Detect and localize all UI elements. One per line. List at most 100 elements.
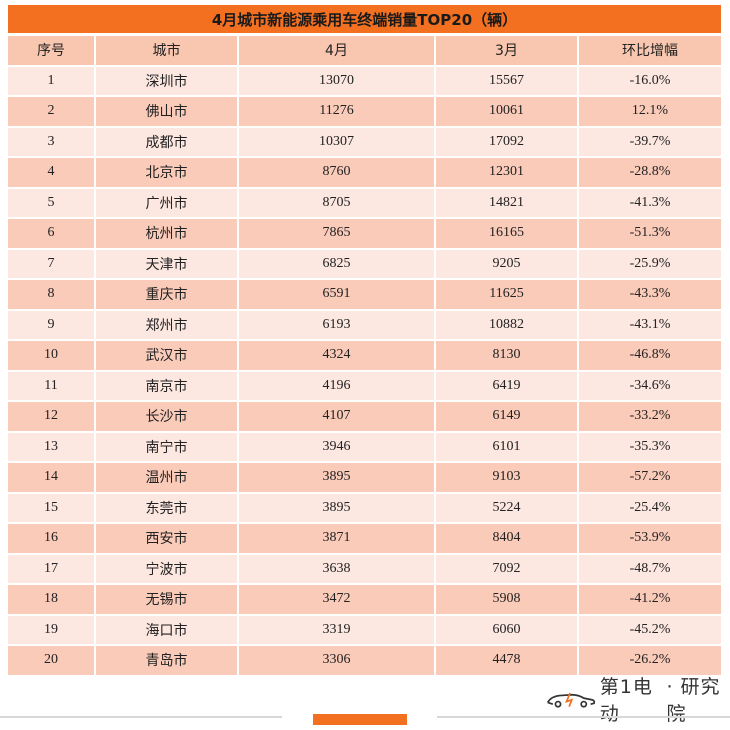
cell-march: 8404 <box>436 524 579 553</box>
cell-april: 6825 <box>239 249 436 278</box>
cell-city: 佛山市 <box>96 97 239 126</box>
cell-rank: 12 <box>8 402 96 431</box>
cell-city: 广州市 <box>96 188 239 217</box>
header-city: 城市 <box>96 36 239 65</box>
cell-city: 郑州市 <box>96 310 239 339</box>
cell-march: 16165 <box>436 219 579 248</box>
cell-rank: 11 <box>8 371 96 400</box>
cell-rank: 2 <box>8 97 96 126</box>
cell-march: 14821 <box>436 188 579 217</box>
header-march: 3月 <box>436 36 579 65</box>
logo-suffix: · 研究院 <box>666 676 721 725</box>
cell-april: 10307 <box>239 127 436 156</box>
cell-rank: 15 <box>8 493 96 522</box>
footer-divider-left <box>0 716 282 718</box>
brand-logo: 第1电动 · 研究院 <box>546 676 730 725</box>
cell-city: 东莞市 <box>96 493 239 522</box>
cell-march: 4478 <box>436 646 579 675</box>
cell-city: 温州市 <box>96 463 239 492</box>
table-row: 7 天津市 6825 9205 -25.9% <box>8 249 721 278</box>
cell-city: 南宁市 <box>96 432 239 461</box>
cell-city: 宁波市 <box>96 554 239 583</box>
cell-mom-change: -35.3% <box>579 432 721 461</box>
header-rank: 序号 <box>8 36 96 65</box>
cell-rank: 16 <box>8 524 96 553</box>
cell-mom-change: -34.6% <box>579 371 721 400</box>
cell-rank: 10 <box>8 341 96 370</box>
cell-april: 4196 <box>239 371 436 400</box>
cell-april: 3306 <box>239 646 436 675</box>
table-body: 1 深圳市 13070 15567 -16.0% 2 佛山市 11276 10061 12.1% 3… <box>8 66 721 675</box>
cell-city: 深圳市 <box>96 66 239 95</box>
cell-rank: 6 <box>8 219 96 248</box>
cell-mom-change: -41.2% <box>579 585 721 614</box>
table-row: 10 武汉市 4324 8130 -46.8% <box>8 341 721 370</box>
footer-divider-right <box>437 716 730 718</box>
cell-city: 北京市 <box>96 158 239 187</box>
cell-city: 南京市 <box>96 371 239 400</box>
cell-april: 6193 <box>239 310 436 339</box>
header-row: 序号 城市 4月 3月 环比增幅 <box>8 36 721 65</box>
cell-city: 武汉市 <box>96 341 239 370</box>
cell-april: 3871 <box>239 524 436 553</box>
cell-mom-change: -53.9% <box>579 524 721 553</box>
cell-mom-change: -57.2% <box>579 463 721 492</box>
cell-april: 3895 <box>239 463 436 492</box>
cell-mom-change: -33.2% <box>579 402 721 431</box>
cell-march: 10061 <box>436 97 579 126</box>
cell-mom-change: -43.1% <box>579 310 721 339</box>
cell-mom-change: -48.7% <box>579 554 721 583</box>
cell-rank: 3 <box>8 127 96 156</box>
table-row: 4 北京市 8760 12301 -28.8% <box>8 158 721 187</box>
cell-april: 6591 <box>239 280 436 309</box>
cell-march: 7092 <box>436 554 579 583</box>
cell-rank: 1 <box>8 66 96 95</box>
table-row: 13 南宁市 3946 6101 -35.3% <box>8 432 721 461</box>
cell-mom-change: -16.0% <box>579 66 721 95</box>
cell-april: 3319 <box>239 615 436 644</box>
table-row: 6 杭州市 7865 16165 -51.3% <box>8 219 721 248</box>
cell-rank: 7 <box>8 249 96 278</box>
cell-mom-change: -43.3% <box>579 280 721 309</box>
cell-city: 成都市 <box>96 127 239 156</box>
cell-mom-change: -26.2% <box>579 646 721 675</box>
cell-march: 9205 <box>436 249 579 278</box>
logo-name: 第1电动 <box>599 676 653 725</box>
cell-city: 天津市 <box>96 249 239 278</box>
cell-april: 4107 <box>239 402 436 431</box>
table-row: 19 海口市 3319 6060 -45.2% <box>8 615 721 644</box>
cell-mom-change: -25.4% <box>579 493 721 522</box>
cell-rank: 20 <box>8 646 96 675</box>
cell-april: 3895 <box>239 493 436 522</box>
header-mom-change: 环比增幅 <box>579 36 721 65</box>
cell-march: 5908 <box>436 585 579 614</box>
table-row: 8 重庆市 6591 11625 -43.3% <box>8 280 721 309</box>
cell-april: 8705 <box>239 188 436 217</box>
car-logo-icon <box>546 692 596 708</box>
cell-rank: 5 <box>8 188 96 217</box>
cell-march: 5224 <box>436 493 579 522</box>
cell-mom-change: -41.3% <box>579 188 721 217</box>
cell-city: 无锡市 <box>96 585 239 614</box>
table-row: 5 广州市 8705 14821 -41.3% <box>8 188 721 217</box>
cell-march: 8130 <box>436 341 579 370</box>
table-row: 16 西安市 3871 8404 -53.9% <box>8 524 721 553</box>
cell-city: 长沙市 <box>96 402 239 431</box>
cell-april: 7865 <box>239 219 436 248</box>
sales-table: 序号 城市 4月 3月 环比增幅 1 深圳市 13070 15567 -16.0% 2 佛山… <box>8 34 721 677</box>
cell-mom-change: -51.3% <box>579 219 721 248</box>
cell-mom-change: -39.7% <box>579 127 721 156</box>
cell-april: 8760 <box>239 158 436 187</box>
cell-april: 4324 <box>239 341 436 370</box>
cell-rank: 14 <box>8 463 96 492</box>
cell-city: 杭州市 <box>96 219 239 248</box>
cell-april: 3946 <box>239 432 436 461</box>
cell-march: 15567 <box>436 66 579 95</box>
cell-rank: 18 <box>8 585 96 614</box>
cell-april: 3638 <box>239 554 436 583</box>
cell-rank: 4 <box>8 158 96 187</box>
cell-city: 青岛市 <box>96 646 239 675</box>
cell-rank: 19 <box>8 615 96 644</box>
table-row: 18 无锡市 3472 5908 -41.2% <box>8 585 721 614</box>
cell-april: 11276 <box>239 97 436 126</box>
